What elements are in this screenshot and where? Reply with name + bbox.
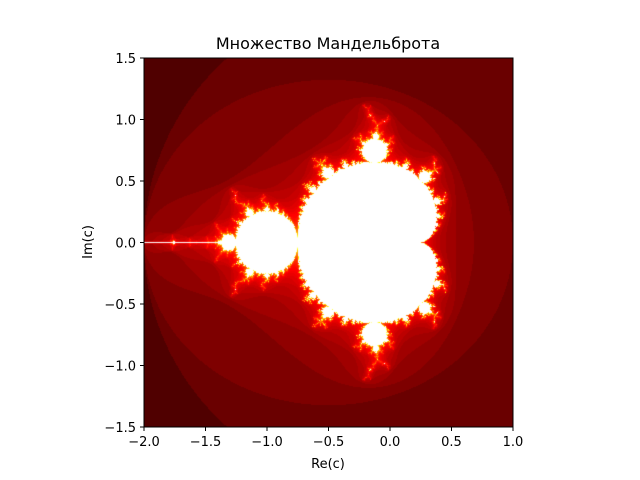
- x-tick-label: −1.5: [190, 435, 222, 450]
- y-tick-label: −0.5: [104, 298, 136, 313]
- y-tick-label: 0.0: [115, 237, 136, 252]
- x-tick-label: 0.0: [380, 435, 401, 450]
- mandelbrot-image: [144, 58, 513, 427]
- x-axis-label: Re(c): [311, 457, 345, 472]
- chart-title: Множество Мандельброта: [216, 34, 440, 53]
- x-tick-label: 0.5: [441, 435, 462, 450]
- y-tick-label: 0.5: [115, 175, 136, 190]
- x-tick-label: −1.0: [251, 435, 283, 450]
- x-tick-label: 1.0: [503, 435, 524, 450]
- x-axis: −2.0 −1.5 −1.0 −0.5 0.0 0.5 1.0: [128, 427, 523, 450]
- y-axis-label: Im(c): [81, 225, 96, 259]
- y-tick-label: 1.0: [115, 114, 136, 129]
- y-tick-label: −1.0: [104, 360, 136, 375]
- x-tick-label: −2.0: [128, 435, 160, 450]
- x-tick-label: −0.5: [313, 435, 345, 450]
- y-tick-label: −1.5: [104, 421, 136, 436]
- y-tick-label: 1.5: [115, 52, 136, 67]
- plot-area: [143, 57, 514, 428]
- mandelbrot-raster: [144, 58, 513, 427]
- y-axis: 1.5 1.0 0.5 0.0 −0.5 −1.0 −1.5: [104, 52, 144, 436]
